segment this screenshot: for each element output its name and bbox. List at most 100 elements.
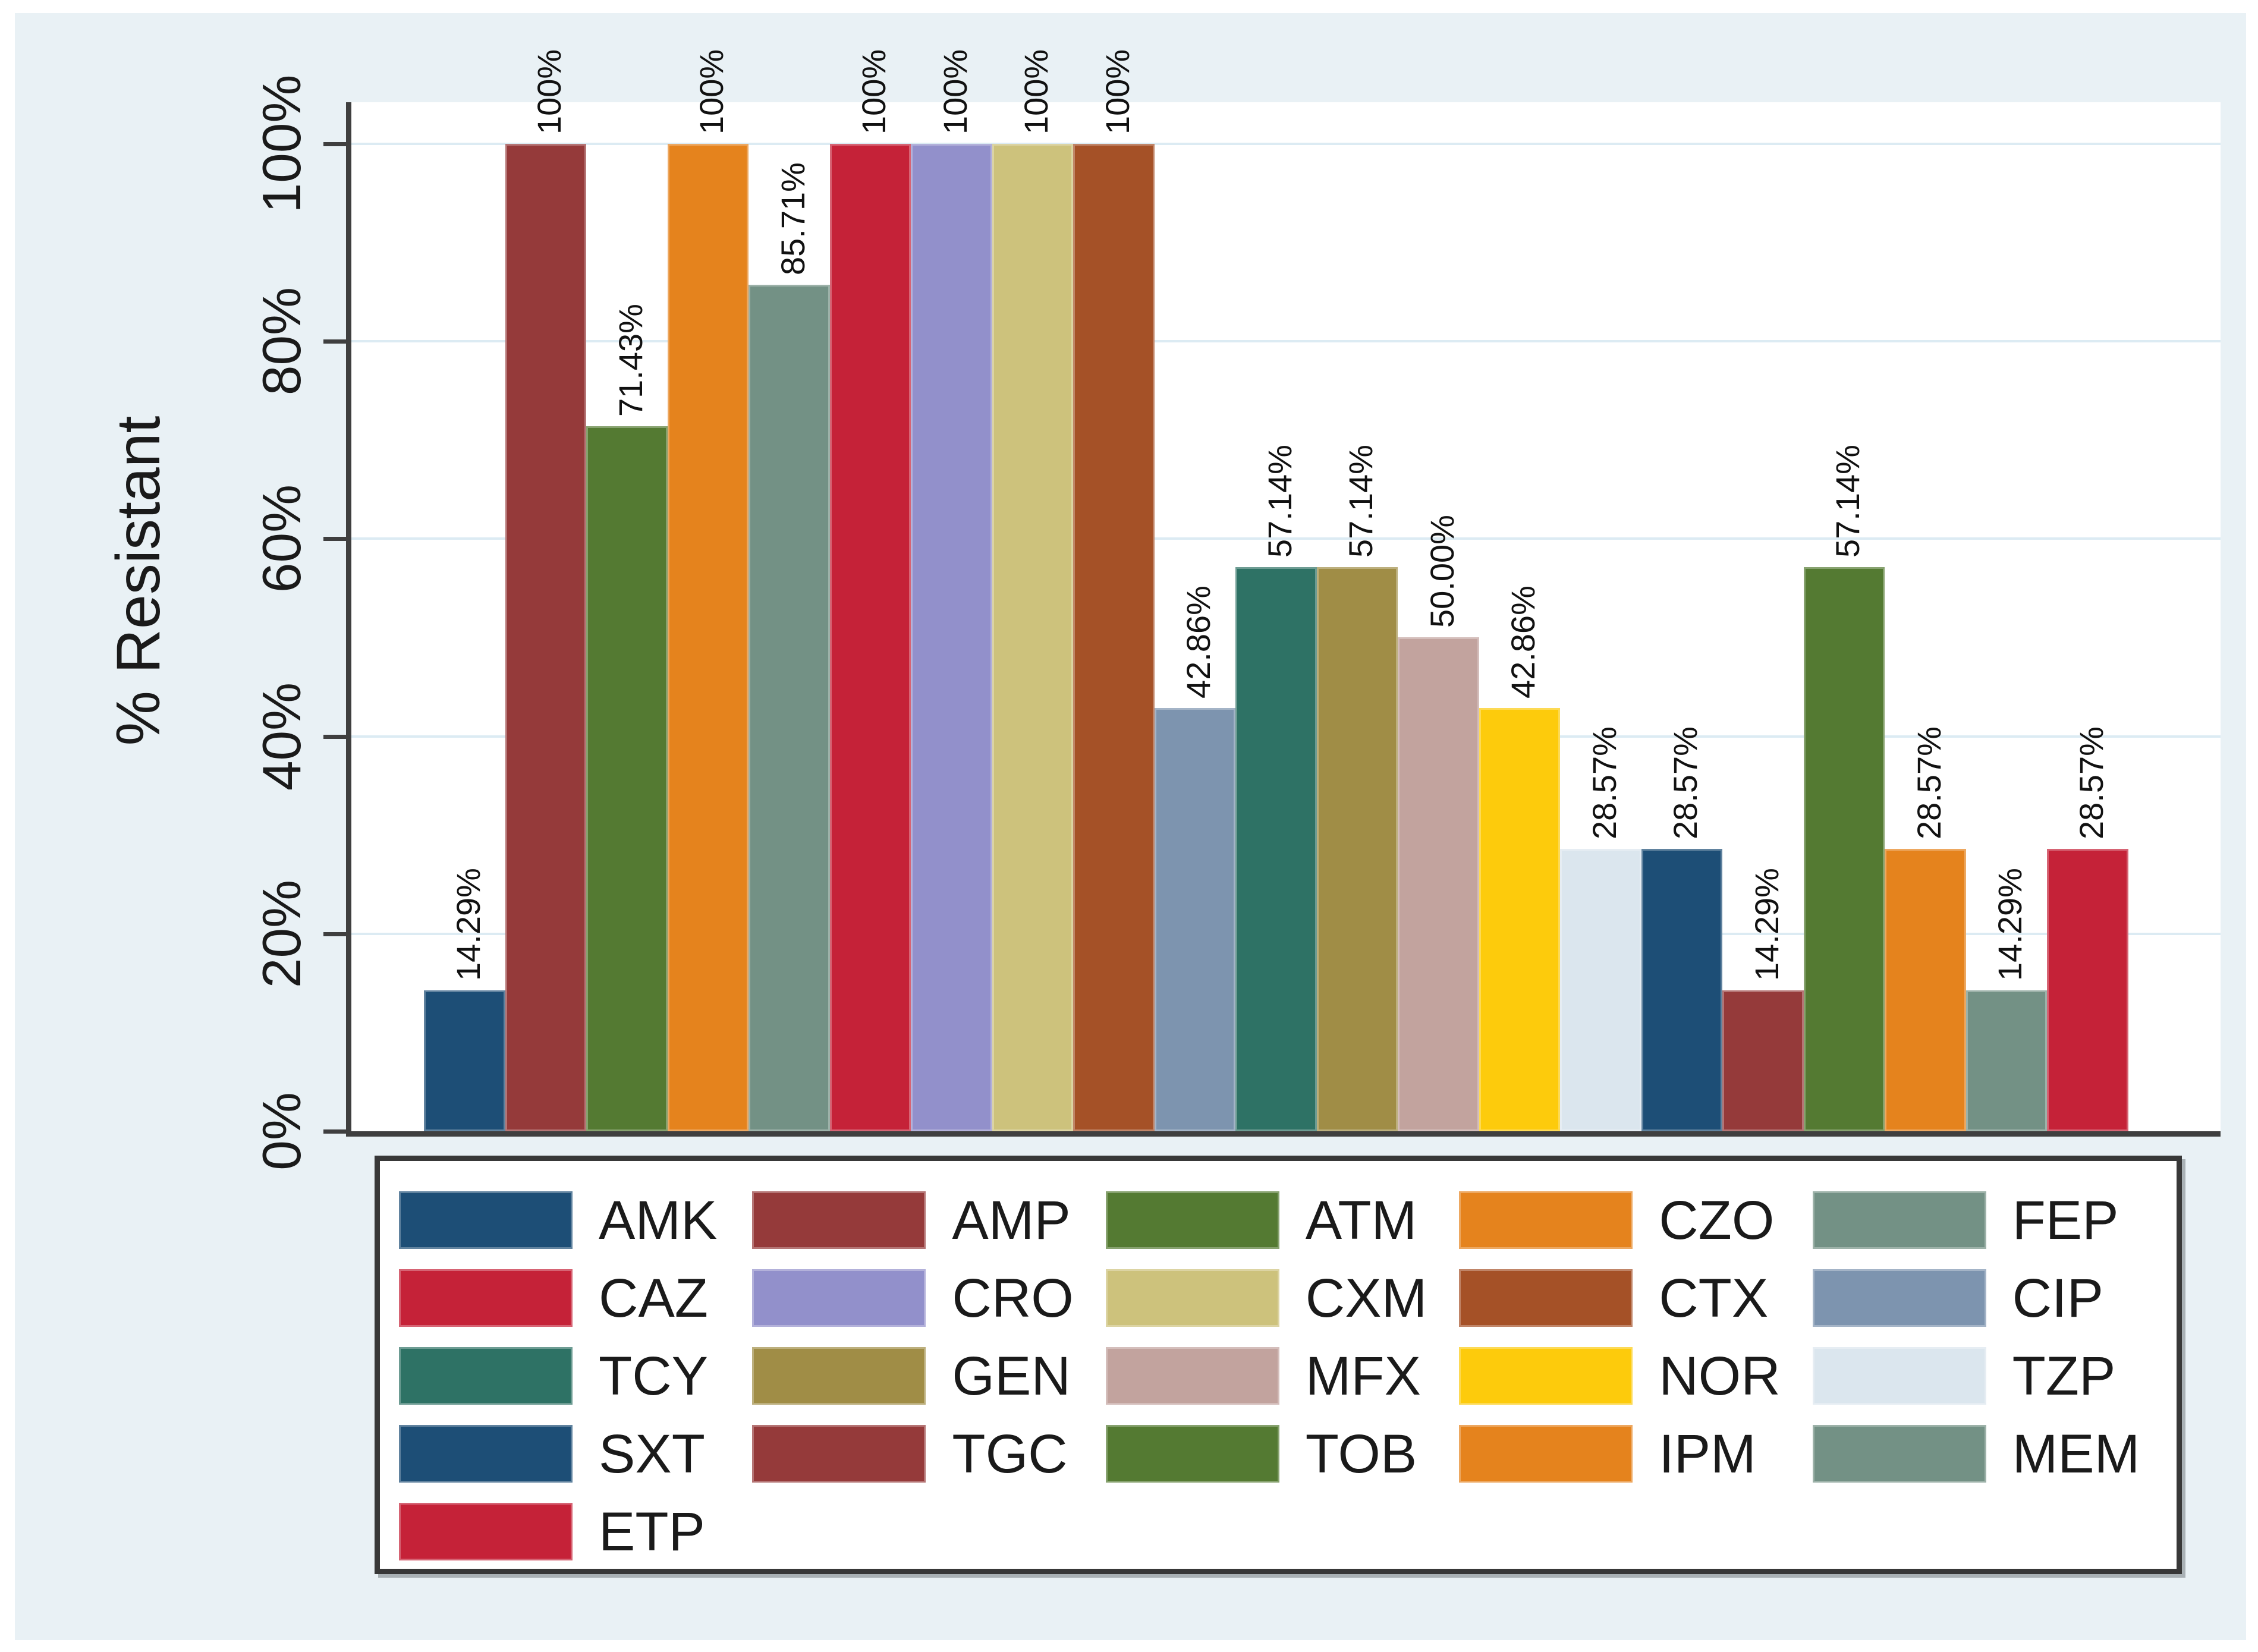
legend-grid: AMK AMP ATM CZO FEP CAZ CRO CXM CTX CIP TCY GEN MFX N… bbox=[399, 1181, 2166, 1571]
bar-value-label-FEP: 85.71% bbox=[773, 162, 812, 275]
bar-value-label-TCY: 57.14% bbox=[1260, 445, 1298, 558]
bar-ETP bbox=[2047, 849, 2128, 1131]
bar-value-label-ETP: 28.57% bbox=[2072, 726, 2110, 839]
y-tick-20 bbox=[323, 932, 351, 936]
legend-item-ETP: ETP bbox=[399, 1493, 752, 1571]
bar-CIP bbox=[1155, 708, 1235, 1131]
x-axis-line bbox=[346, 1131, 2221, 1137]
legend-label-SXT: SXT bbox=[599, 1423, 705, 1484]
bar-value-label-NOR: 42.86% bbox=[1504, 586, 1542, 698]
legend-item-AMP: AMP bbox=[752, 1181, 1105, 1259]
legend-item-TOB: TOB bbox=[1105, 1415, 1459, 1493]
bar-ATM bbox=[586, 426, 668, 1131]
legend-swatch-CRO bbox=[752, 1269, 926, 1327]
y-tick-80 bbox=[323, 339, 351, 344]
bar-CAZ bbox=[830, 144, 911, 1131]
bar-value-label-AMK: 14.29% bbox=[449, 868, 487, 981]
legend-label-TCY: TCY bbox=[599, 1345, 708, 1406]
legend-swatch-MFX bbox=[1105, 1347, 1279, 1405]
legend-item-MEM: MEM bbox=[1812, 1415, 2166, 1493]
bar-value-label-CAZ: 100% bbox=[855, 49, 892, 134]
gridline-60 bbox=[351, 537, 2221, 540]
bar-value-label-CTX: 100% bbox=[1098, 49, 1136, 134]
bar-value-label-MFX: 50.00% bbox=[1423, 515, 1461, 628]
legend-item-TGC: TGC bbox=[752, 1415, 1105, 1493]
legend-item-TCY: TCY bbox=[399, 1337, 752, 1415]
gridline-80 bbox=[351, 340, 2221, 343]
legend-swatch-CZO bbox=[1459, 1191, 1633, 1249]
legend-label-IPM: IPM bbox=[1659, 1423, 1756, 1484]
graph-region: 14.29% 100% 71.43% 100% 85.71% 100% 100% 100% 10… bbox=[15, 13, 2246, 1640]
bar-value-label-GEN: 57.14% bbox=[1342, 445, 1379, 558]
legend-item-FEP: FEP bbox=[1812, 1181, 2166, 1259]
bar-value-label-CIP: 42.86% bbox=[1180, 586, 1217, 698]
y-tick-0 bbox=[323, 1129, 351, 1134]
bar-value-label-MEM: 14.29% bbox=[1991, 868, 2029, 981]
bar-TOB bbox=[1804, 567, 1885, 1131]
legend-label-AMK: AMK bbox=[599, 1190, 718, 1251]
legend-label-NOR: NOR bbox=[1659, 1345, 1781, 1406]
y-tick-label-80: 80% bbox=[252, 287, 312, 396]
bar-CRO bbox=[911, 144, 992, 1131]
legend-label-CZO: CZO bbox=[1659, 1190, 1775, 1251]
bar-CTX bbox=[1073, 144, 1155, 1131]
bar-value-label-ATM: 71.43% bbox=[611, 304, 649, 417]
gridline-100 bbox=[351, 143, 2221, 145]
legend-item-ATM: ATM bbox=[1105, 1181, 1459, 1259]
legend-label-CAZ: CAZ bbox=[599, 1267, 708, 1329]
legend-swatch-TCY bbox=[399, 1347, 573, 1405]
legend-swatch-CIP bbox=[1812, 1269, 1986, 1327]
legend-swatch-AMK bbox=[399, 1191, 573, 1249]
legend-item-SXT: SXT bbox=[399, 1415, 752, 1493]
legend-item-CZO: CZO bbox=[1459, 1181, 1812, 1259]
legend-swatch-ATM bbox=[1105, 1191, 1279, 1249]
legend-label-CXM: CXM bbox=[1305, 1267, 1427, 1329]
legend-item-NOR: NOR bbox=[1459, 1337, 1812, 1415]
legend-swatch-CXM bbox=[1105, 1269, 1279, 1327]
legend-item-CXM: CXM bbox=[1105, 1259, 1459, 1337]
y-tick-label-60: 60% bbox=[252, 484, 312, 593]
bar-MEM bbox=[1966, 990, 2047, 1131]
legend-label-TGC: TGC bbox=[952, 1423, 1068, 1484]
legend-swatch-FEP bbox=[1812, 1191, 1986, 1249]
legend-swatch-MEM bbox=[1812, 1425, 1986, 1483]
bar-value-label-TOB: 57.14% bbox=[1829, 445, 1866, 558]
bar-TCY bbox=[1235, 567, 1317, 1131]
bar-NOR bbox=[1479, 708, 1560, 1131]
legend-item-GEN: GEN bbox=[752, 1337, 1105, 1415]
y-tick-label-100: 100% bbox=[252, 74, 312, 213]
y-tick-label-0: 0% bbox=[252, 1092, 312, 1170]
legend-swatch-SXT bbox=[399, 1425, 573, 1483]
bar-value-label-CXM: 100% bbox=[1017, 49, 1055, 134]
legend-swatch-CTX bbox=[1459, 1269, 1633, 1327]
legend-label-AMP: AMP bbox=[952, 1190, 1071, 1251]
y-axis-line bbox=[346, 102, 351, 1136]
legend-item-CTX: CTX bbox=[1459, 1259, 1812, 1337]
legend-swatch-TZP bbox=[1812, 1347, 1986, 1405]
y-axis-title: % Resistant bbox=[104, 416, 173, 746]
bar-TZP bbox=[1560, 849, 1641, 1131]
bar-value-label-TGC: 14.29% bbox=[1747, 868, 1785, 981]
legend-swatch-TOB bbox=[1105, 1425, 1279, 1483]
legend-swatch-TGC bbox=[752, 1425, 926, 1483]
legend-label-TOB: TOB bbox=[1305, 1423, 1417, 1484]
bar-value-label-CRO: 100% bbox=[936, 49, 974, 134]
legend: AMK AMP ATM CZO FEP CAZ CRO CXM CTX CIP TCY GEN MFX N… bbox=[375, 1156, 2182, 1574]
y-tick-60 bbox=[323, 537, 351, 542]
legend-label-GEN: GEN bbox=[952, 1345, 1071, 1406]
bar-MFX bbox=[1398, 637, 1479, 1131]
legend-item-CRO: CRO bbox=[752, 1259, 1105, 1337]
legend-swatch-ETP bbox=[399, 1503, 573, 1560]
legend-swatch-NOR bbox=[1459, 1347, 1633, 1405]
legend-swatch-GEN bbox=[752, 1347, 926, 1405]
bar-value-label-SXT: 28.57% bbox=[1666, 726, 1704, 839]
legend-label-CIP: CIP bbox=[2012, 1267, 2103, 1329]
y-tick-label-20: 20% bbox=[252, 879, 312, 988]
legend-label-ATM: ATM bbox=[1305, 1190, 1417, 1251]
bar-AMP bbox=[505, 144, 586, 1131]
y-tick-label-40: 40% bbox=[252, 682, 312, 791]
legend-label-TZP: TZP bbox=[2012, 1345, 2116, 1406]
legend-item-TZP: TZP bbox=[1812, 1337, 2166, 1415]
bar-AMK bbox=[424, 990, 505, 1131]
